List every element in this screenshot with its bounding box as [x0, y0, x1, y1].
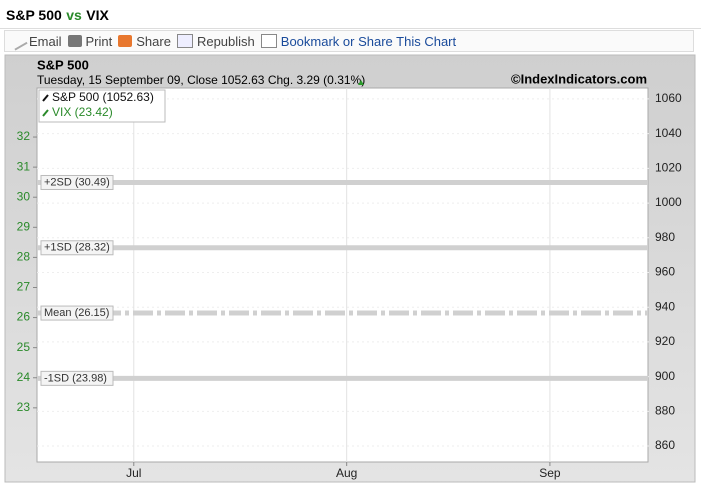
y-tick-label: 25: [17, 340, 31, 354]
legend-swatch: [42, 109, 49, 117]
header: S&P 500 vs VIX: [0, 0, 701, 29]
page-title: S&P 500 vs VIX: [6, 7, 109, 25]
title-part: S&P 500: [6, 7, 62, 23]
y-tick-label: 23: [17, 400, 31, 414]
print-button[interactable]: Print: [67, 33, 113, 49]
plot-area: [36, 87, 649, 463]
band-label-text: +2SD (30.49): [44, 176, 110, 188]
republish-button[interactable]: Republish: [176, 33, 255, 49]
band-label: +1SD (28.32): [40, 240, 114, 256]
x-tick-label: Jul: [126, 466, 141, 480]
label: Bookmark or Share This Chart: [280, 33, 457, 49]
band-label: +2SD (30.49): [40, 174, 114, 190]
label: Share: [136, 33, 171, 49]
share-button[interactable]: Share: [118, 34, 171, 49]
chart-subtitle: Tuesday, 15 September 09, Close 1052.63 …: [37, 73, 365, 87]
y2-tick-label: 960: [655, 265, 675, 279]
legend-label: S&P 500 (1052.63): [52, 90, 154, 104]
band-label-text: +1SD (28.32): [44, 242, 110, 254]
y-tick-label: 26: [17, 310, 31, 324]
y-tick-label: 27: [17, 280, 31, 294]
y-tick-label: 32: [17, 129, 31, 143]
legend-label: VIX (23.42): [52, 105, 113, 119]
email-button[interactable]: Email: [8, 31, 62, 51]
y-tick-label: 31: [17, 159, 31, 173]
y-tick-label: 28: [17, 250, 31, 264]
band-label-box: [40, 370, 114, 386]
bookmark-button[interactable]: Bookmark or Share This Chart: [260, 33, 457, 49]
y2-tick-label: 1040: [655, 126, 682, 140]
y2-tick-label: 920: [655, 334, 675, 348]
y2-tick-label: 900: [655, 369, 675, 383]
label: Print: [85, 33, 113, 49]
chart-title: S&P 500: [37, 57, 89, 72]
y2-tick-label: 980: [655, 230, 675, 244]
band-label-box: [40, 174, 114, 190]
title-part: VIX: [86, 7, 109, 23]
up-arrow: [358, 80, 364, 85]
y-tick-label: 24: [17, 370, 31, 384]
y2-tick-label: 1060: [655, 91, 682, 105]
source: ©IndexIndicators.com: [511, 71, 647, 86]
band-label: -1SD (23.98): [40, 370, 114, 386]
y2-tick-label: 880: [655, 403, 675, 417]
y2-tick-label: 1020: [655, 161, 682, 175]
y-tick-label: 30: [17, 189, 31, 203]
x-tick-label: Aug: [336, 466, 357, 480]
legend-box: [38, 89, 166, 123]
title-part: vs: [66, 7, 82, 23]
band-label: Mean (26.15): [40, 305, 114, 321]
band-label-text: Mean (26.15): [44, 307, 109, 319]
label: Republish: [196, 33, 255, 49]
label: Email: [29, 33, 62, 49]
y2-tick-label: 860: [655, 438, 675, 452]
toolbar: Email Print Share Republish Bookmark or …: [4, 30, 694, 52]
y2-tick-label: 940: [655, 299, 675, 313]
band-label-box: [40, 305, 114, 321]
legend-swatch: [42, 94, 49, 102]
y2-tick-label: 1000: [655, 195, 682, 209]
x-tick-label: Sep: [539, 466, 561, 480]
y-tick-label: 29: [17, 219, 31, 233]
band-label-box: [40, 240, 114, 256]
band-label-text: -1SD (23.98): [44, 372, 107, 384]
